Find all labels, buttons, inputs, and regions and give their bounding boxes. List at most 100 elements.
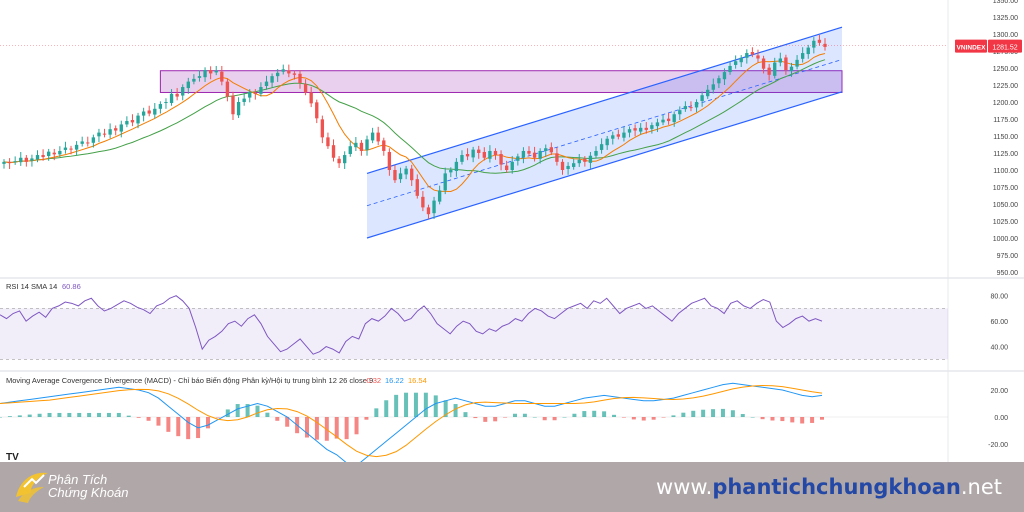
website-link[interactable]: www.phantichchungkhoan.net	[656, 475, 1002, 499]
candle-body	[343, 155, 347, 164]
url-prefix: www.	[656, 475, 713, 499]
candle-body	[711, 84, 715, 90]
candle-body	[382, 140, 386, 151]
candle-body	[298, 73, 302, 83]
candle-body	[192, 78, 196, 82]
macd-histogram-bar	[324, 417, 329, 441]
rsi-tick-label: 60.00	[990, 319, 1008, 326]
macd-histogram-bar	[621, 417, 626, 418]
macd-histogram-bar	[334, 417, 339, 439]
candle-body	[147, 110, 151, 114]
candle-body	[583, 158, 587, 162]
y-tick-label: 1300.00	[993, 32, 1018, 39]
macd-histogram-bar	[384, 400, 389, 417]
candle-body	[538, 150, 542, 159]
y-tick-label: 1350.00	[993, 0, 1018, 5]
candle-body	[471, 149, 475, 158]
signal-value: 16.54	[408, 376, 427, 385]
macd-histogram-bar	[780, 417, 785, 422]
tradingview-logo-icon: TV	[6, 452, 19, 462]
candle-body	[326, 137, 330, 147]
candle-body	[644, 127, 648, 130]
macd-histogram-bar	[17, 415, 22, 417]
candle-body	[421, 196, 425, 208]
candle-body	[761, 58, 766, 69]
macd-histogram-bar	[374, 408, 379, 417]
macd-histogram-bar	[275, 417, 280, 421]
price-tag	[988, 39, 1022, 53]
candle-body	[627, 129, 632, 133]
macd-histogram-bar	[701, 409, 706, 417]
candle-body	[91, 137, 96, 143]
macd-histogram-bar	[57, 412, 62, 417]
candle-body	[7, 161, 12, 164]
candle-body	[571, 163, 576, 167]
macd-histogram-bar	[612, 414, 617, 417]
candle-body	[477, 149, 481, 153]
macd-histogram-bar	[47, 412, 52, 417]
symbol-tag	[955, 39, 987, 53]
ma-fast-line	[3, 52, 826, 193]
candle-body	[616, 134, 621, 137]
candle-body	[281, 69, 285, 72]
candle-body	[437, 190, 442, 202]
macd-histogram-bar	[750, 417, 755, 418]
candle-body	[275, 72, 280, 77]
macd-histogram-bar	[661, 417, 666, 418]
candle-body	[169, 93, 174, 104]
macd-histogram-bar	[512, 413, 517, 417]
y-tick-label: 1050.00	[993, 202, 1018, 209]
candle-body	[354, 142, 358, 148]
macd-histogram-bar	[166, 417, 171, 432]
candle-body	[203, 70, 207, 78]
brand-line-1: Phân Tích	[48, 472, 108, 487]
macd-histogram-bar	[404, 392, 409, 417]
candle-body	[220, 71, 224, 82]
rsi-band	[0, 308, 948, 360]
rsi-label: RSI 14 SMA 14	[6, 282, 57, 291]
candle-body	[426, 207, 431, 215]
y-tick-label: 950.00	[997, 270, 1019, 277]
channel-lower-line	[366, 91, 843, 239]
candle-body	[404, 168, 408, 175]
candle-body	[253, 92, 258, 94]
macd-histogram-bar	[225, 409, 230, 417]
y-tick-label: 1125.00	[993, 151, 1018, 158]
macd-histogram-bar	[433, 395, 438, 417]
candle-body	[270, 76, 274, 83]
macd-histogram-bar	[186, 417, 191, 440]
candle-body	[633, 128, 637, 131]
candle-body	[566, 165, 570, 169]
macd-histogram-bar	[483, 417, 488, 422]
macd-histogram-bar	[552, 417, 557, 421]
macd-histogram-bar	[740, 414, 745, 417]
macd-histogram-bar	[394, 394, 399, 417]
macd-histogram-bar	[532, 417, 537, 418]
candle-body	[370, 132, 375, 141]
url-suffix: .net	[960, 475, 1002, 499]
macd-histogram-bar	[562, 417, 567, 418]
candle-body	[114, 128, 118, 131]
candle-body	[560, 161, 565, 170]
price-tag-label: 1281.52	[992, 45, 1017, 52]
macd-histogram-bar	[651, 417, 656, 420]
macd-histogram-bar	[770, 417, 775, 421]
candle-body	[493, 150, 498, 156]
candle-body	[773, 62, 777, 76]
macd-histogram-bar	[820, 417, 824, 420]
candle-body	[482, 151, 486, 158]
candle-body	[410, 168, 414, 181]
signal-line	[0, 384, 823, 458]
macd-histogram-bar	[473, 417, 478, 419]
candle-body	[387, 151, 392, 170]
macd-histogram-bar	[77, 412, 82, 417]
macd-histogram-bar	[453, 404, 458, 417]
macd-histogram-bar	[493, 417, 498, 422]
macd-histogram-bar	[522, 413, 527, 417]
candle-body	[756, 55, 760, 59]
candle-body	[315, 102, 319, 119]
candle-body	[398, 173, 403, 180]
candle-body	[337, 158, 341, 164]
channel-upper-line	[366, 26, 843, 174]
